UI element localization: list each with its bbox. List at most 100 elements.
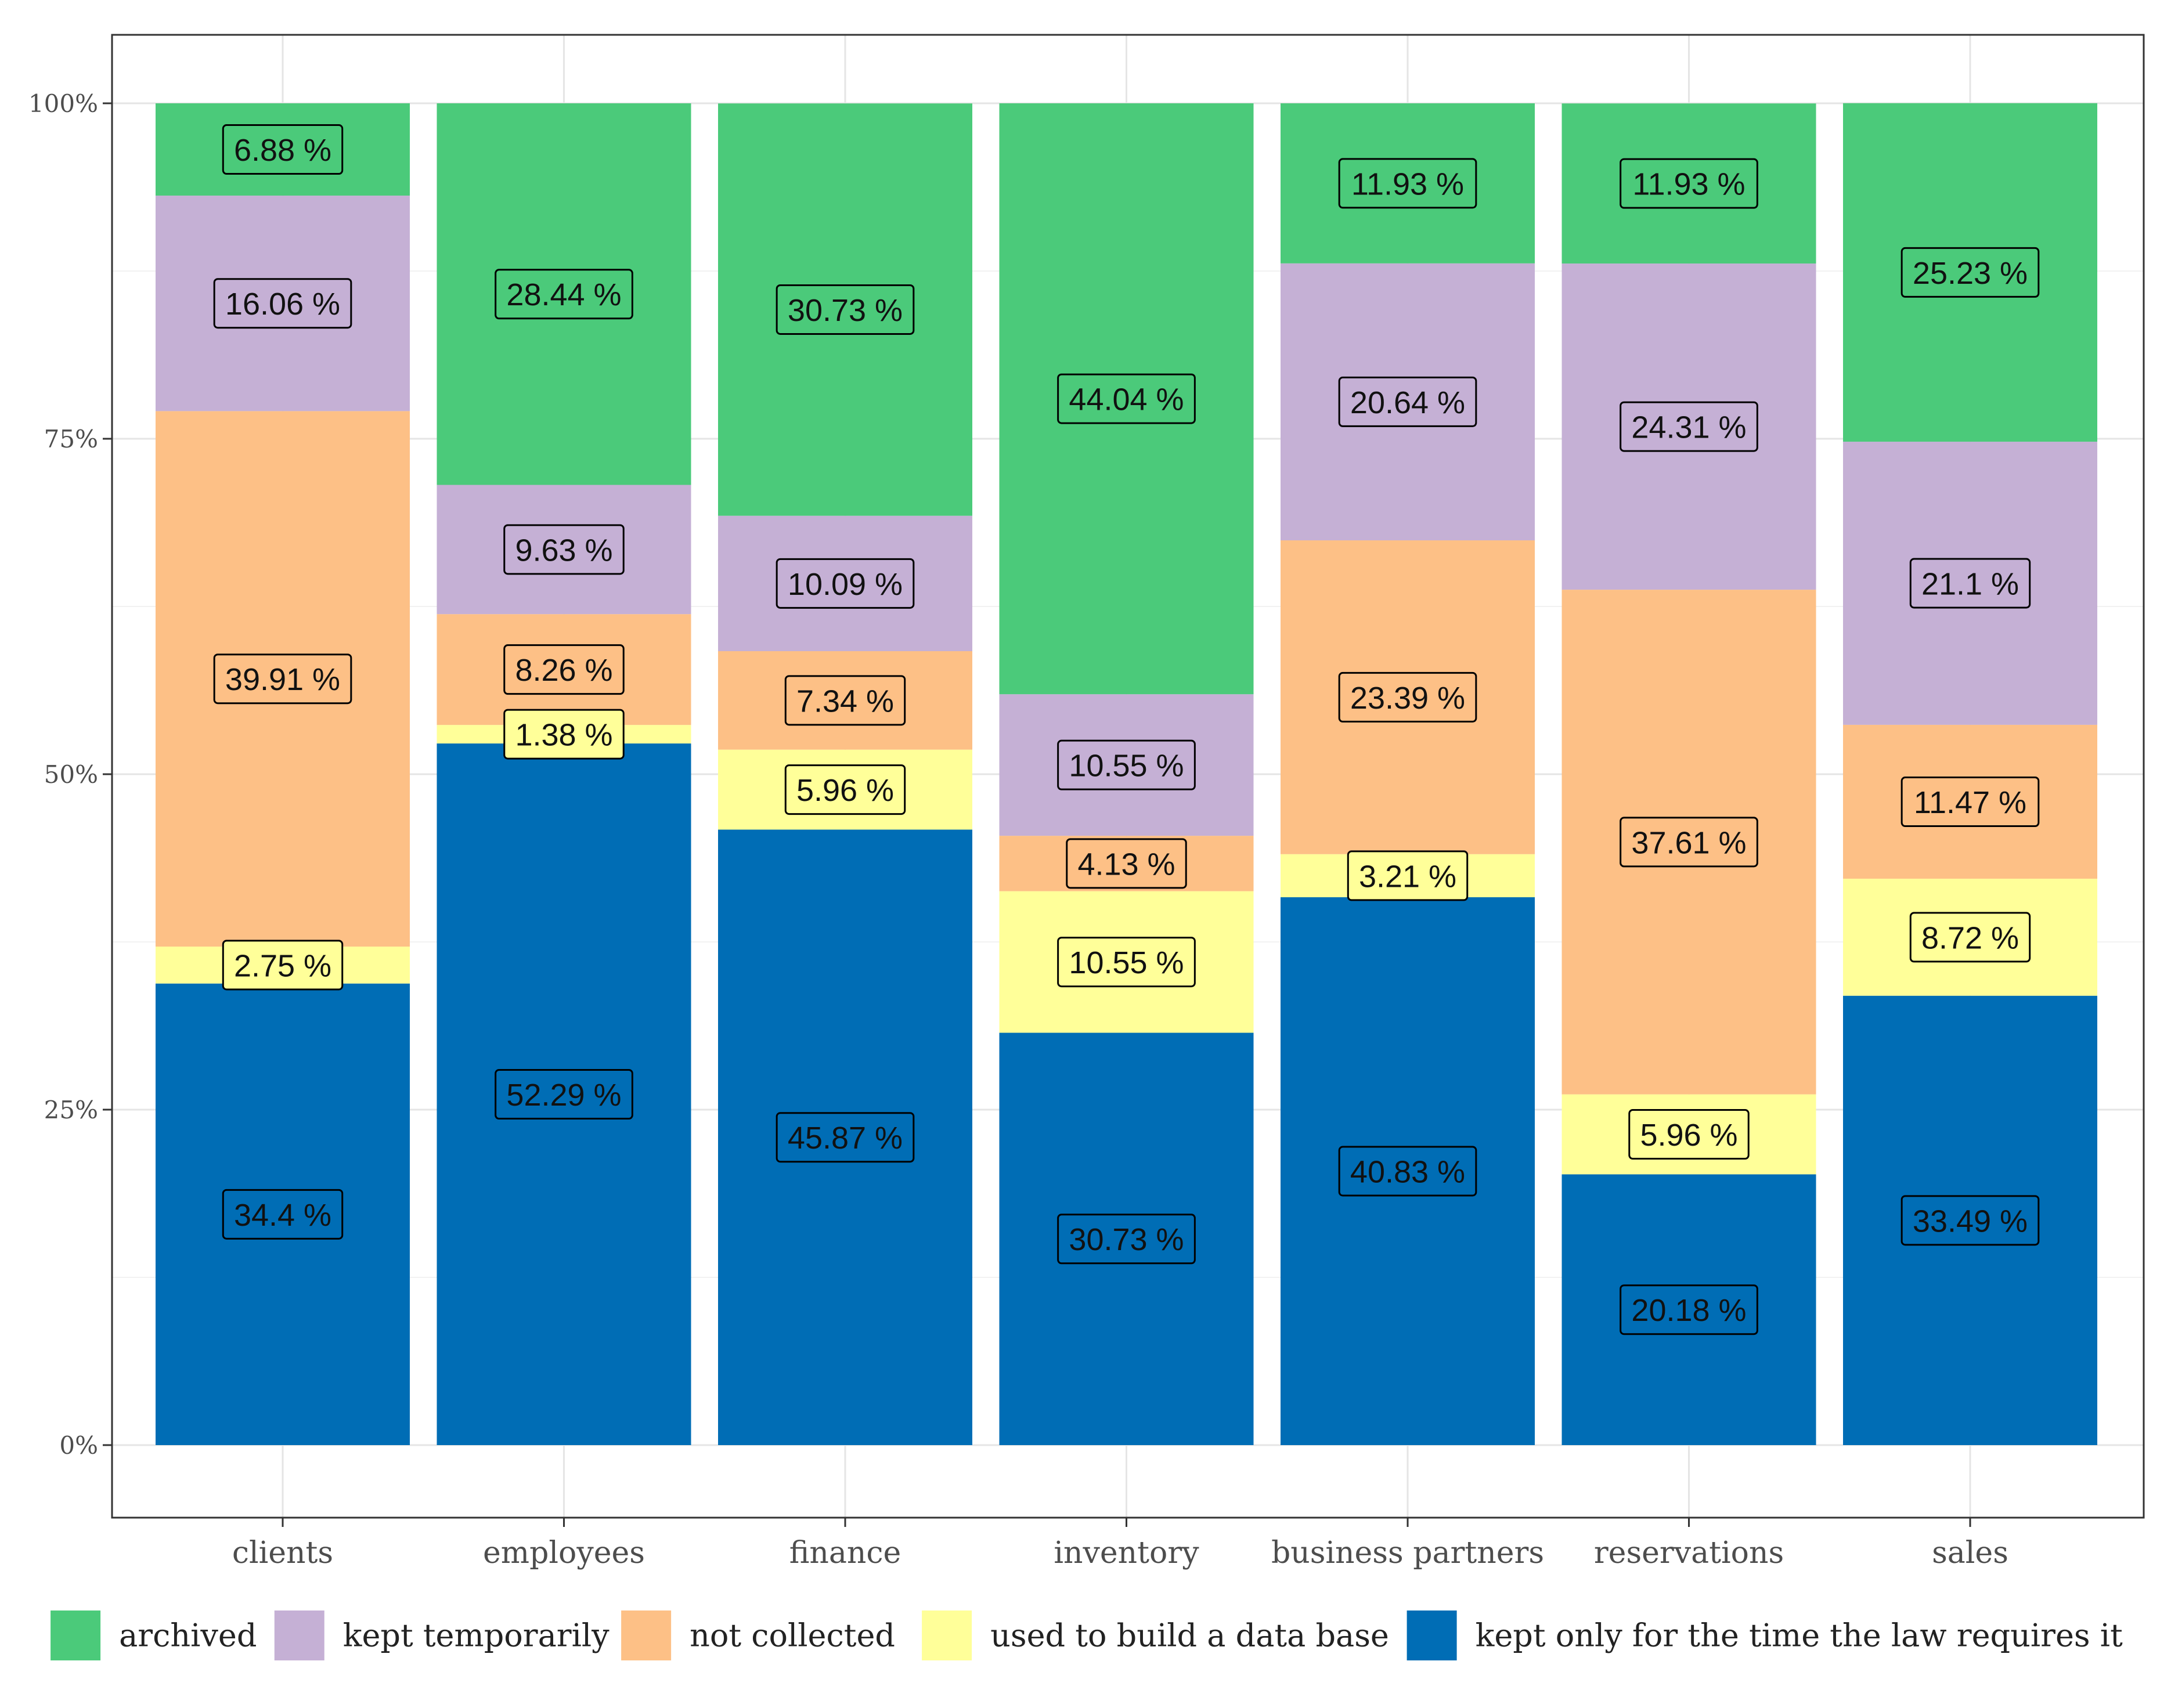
y-tick-label: 25% [44,1096,98,1124]
segment-label-employees-kept-temporarily: 9.63 % [503,524,625,575]
segment-label-text: 25.23 % [1913,256,2028,291]
axis-layer: 0% 25% 50% 75% 100% clients employees finance in… [28,89,2008,1570]
segment-label-reservations-archived: 11.93 % [1620,158,1758,209]
segment-label-box [1338,376,1477,427]
segment-label-text: 8.72 % [1921,920,2019,955]
segment-label-text: 10.09 % [788,567,903,602]
legend-key [922,1610,972,1660]
legend-label: kept temporarily [343,1617,610,1653]
segment-label-business-partners-kept-temporarily: 20.64 % [1338,376,1477,427]
segment-label-reservations-not-collected: 37.61 % [1620,817,1758,868]
legend-label: kept only for the time the law requires … [1476,1617,2123,1653]
segment-label-finance-archived: 30.73 % [776,284,915,335]
segment-label-employees-not-collected: 8.26 % [503,644,625,695]
segment-label-text: 2.75 % [234,948,331,983]
segment-label-box [495,1069,633,1120]
segment-label-text: 37.61 % [1631,825,1746,860]
x-tick-label-inventory: inventory [1054,1536,1199,1570]
legend-label: archived [119,1617,257,1653]
segment-label-text: 33.49 % [1913,1204,2028,1238]
x-tick-label-finance: finance [789,1536,901,1570]
segment-label-text: 52.29 % [506,1078,621,1113]
segment-label-text: 20.18 % [1631,1293,1746,1328]
segment-label-box [1338,1146,1477,1197]
x-tick-label-business-partners: business partners [1271,1536,1544,1570]
segment-label-box [1900,777,2040,828]
segment-label-business-partners-used-to-build-a-data-base: 3.21 % [1347,850,1469,901]
segment-label-clients-not-collected: 39.91 % [213,653,352,705]
legend: archived kept temporarily not collected use… [51,1610,2123,1660]
segment-label-text: 23.39 % [1350,681,1465,716]
y-tick-label: 0% [59,1431,98,1460]
segment-labels-layer: 34.4 % 2.75 % 39.91 % 16.06 % 6.88 % 52.29 % 1… [213,124,2040,1335]
segment-label-business-partners-archived: 11.93 % [1338,158,1477,209]
segment-label-clients-kept-temporarily: 16.06 % [213,278,352,329]
segment-label-text: 24.31 % [1631,410,1746,445]
segment-label-box [222,940,344,991]
segment-label-box [1900,247,2040,298]
segment-label-box [1909,558,2031,609]
segment-label-inventory-kept-temporarily: 10.55 % [1057,739,1196,790]
segment-label-box [1338,671,1477,723]
y-tick-label: 100% [28,89,98,118]
legend-key [1407,1610,1457,1660]
segment-label-text: 5.96 % [796,773,894,808]
segment-label-box [1338,158,1477,209]
segment-label-box [503,709,625,760]
segment-label-box [495,269,633,320]
segment-label-text: 11.93 % [1632,167,1745,202]
segment-label-text: 8.26 % [515,653,612,688]
segment-label-text: 45.87 % [788,1121,903,1155]
segment-label-box [1620,1284,1758,1335]
segment-label-box [503,524,625,575]
segment-label-box [776,1112,915,1163]
segment-label-box [1057,937,1196,988]
segment-label-text: 30.73 % [788,293,903,328]
x-tick-label-clients: clients [232,1536,333,1570]
x-tick-label-reservations: reservations [1594,1536,1784,1570]
legend-key [621,1610,672,1660]
y-tick-label: 75% [44,425,98,453]
segment-label-text: 28.44 % [506,277,621,312]
segment-label-box [503,644,625,695]
segment-label-sales-archived: 25.23 % [1900,247,2040,298]
segment-label-box [222,124,344,175]
legend-item-not-collected: not collected [621,1610,895,1660]
segment-label-box [1057,1214,1196,1265]
segment-label-text: 40.83 % [1350,1154,1465,1189]
segment-label-box [1900,1195,2040,1246]
segment-label-inventory-kept-only-for-the-time-the-law-requires-it: 30.73 % [1057,1214,1196,1265]
segment-label-text: 20.64 % [1350,385,1465,420]
segment-label-finance-kept-only-for-the-time-the-law-requires-it: 45.87 % [776,1112,915,1163]
legend-label: used to build a data base [990,1617,1389,1653]
segment-label-box [213,653,352,705]
segment-label-text: 44.04 % [1069,382,1184,417]
segment-label-box [1628,1109,1750,1160]
segment-label-clients-kept-only-for-the-time-the-law-requires-it: 34.4 % [222,1189,344,1240]
segment-label-sales-kept-only-for-the-time-the-law-requires-it: 33.49 % [1900,1195,2040,1246]
segment-label-box [1620,817,1758,868]
segment-label-box [784,764,906,815]
segment-label-clients-used-to-build-a-data-base: 2.75 % [222,940,344,991]
segment-label-reservations-kept-only-for-the-time-the-law-requires-it: 20.18 % [1620,1284,1758,1335]
segment-label-finance-kept-temporarily: 10.09 % [776,558,915,609]
segment-label-box [222,1189,344,1240]
segment-label-sales-kept-temporarily: 21.1 % [1909,558,2031,609]
segment-label-inventory-used-to-build-a-data-base: 10.55 % [1057,937,1196,988]
segment-label-reservations-kept-temporarily: 24.31 % [1620,401,1758,452]
legend-item-kept-temporarily: kept temporarily [274,1610,610,1660]
segment-label-finance-used-to-build-a-data-base: 5.96 % [784,764,906,815]
segment-label-text: 7.34 % [796,684,894,718]
segment-label-text: 3.21 % [1359,859,1456,894]
legend-label: not collected [690,1617,895,1653]
segment-label-text: 34.4 % [234,1198,331,1233]
segment-label-inventory-not-collected: 4.13 % [1066,838,1187,889]
segment-label-business-partners-kept-only-for-the-time-the-law-requires-it: 40.83 % [1338,1146,1477,1197]
segment-label-box [1057,739,1196,790]
legend-item-used-to-build-a-data-base: used to build a data base [922,1610,1389,1660]
segment-label-text: 10.55 % [1069,749,1184,783]
legend-key [274,1610,324,1660]
segment-label-employees-archived: 28.44 % [495,269,633,320]
legend-key [51,1610,101,1660]
